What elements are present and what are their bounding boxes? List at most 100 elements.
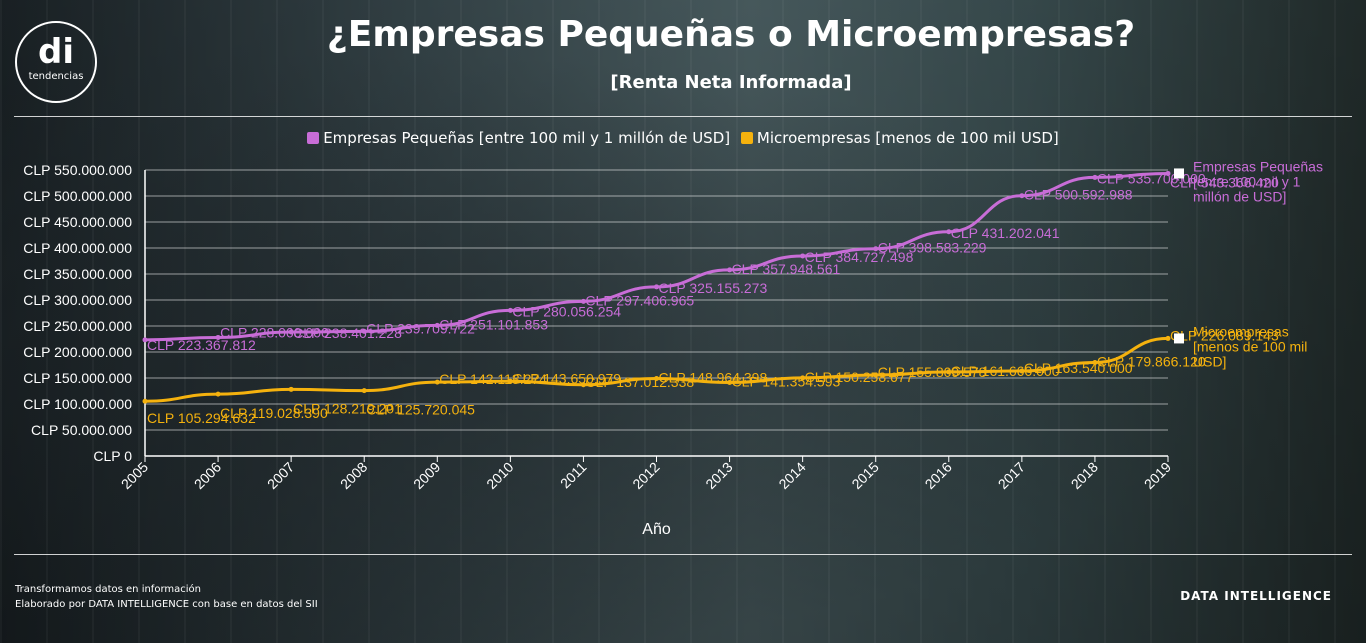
data-label: CLP 148.964.398 <box>659 370 768 386</box>
y-tick-label: CLP 200.000.000 <box>23 344 132 360</box>
footer-divider <box>14 554 1352 555</box>
series-end-label: Microempresas <box>1193 323 1289 339</box>
logo: di tendencias <box>15 21 97 103</box>
series-end-label: [menos de 100 mil <box>1193 338 1307 354</box>
chart-legend: Empresas Pequeñas [entre 100 mil y 1 mil… <box>0 129 1366 147</box>
data-point <box>1092 174 1098 180</box>
x-tick-label: 2015 <box>848 459 881 492</box>
data-point <box>215 334 221 340</box>
x-axis-title: Año <box>642 521 671 538</box>
data-label: CLP 500.592.988 <box>1024 187 1133 203</box>
legend-label-small: Empresas Pequeñas [entre 100 mil y 1 mil… <box>323 129 731 147</box>
data-point <box>1019 193 1025 199</box>
data-point <box>288 386 294 392</box>
data-label: CLP 142.113.274 <box>439 371 547 387</box>
y-tick-label: CLP 50.000.000 <box>31 422 132 438</box>
data-point <box>946 369 952 375</box>
data-point <box>507 378 513 384</box>
data-label: CLP 357.948.561 <box>732 261 841 277</box>
legend-swatch-small <box>307 132 320 144</box>
data-point <box>580 382 586 388</box>
x-tick-label: 2006 <box>191 459 224 492</box>
data-label: CLP 125.720.045 <box>366 402 475 418</box>
data-point <box>215 391 221 397</box>
legend-label-micro: Microempresas [menos de 100 mil USD] <box>756 129 1059 147</box>
data-point <box>507 307 513 313</box>
x-tick-label: 2010 <box>483 459 516 492</box>
y-tick-label: CLP 550.000.000 <box>23 162 132 178</box>
footer-tagline: Transformamos datos en información <box>15 584 201 595</box>
data-point <box>580 298 586 304</box>
y-tick-label: CLP 300.000.000 <box>23 292 132 308</box>
data-label: CLP 179.866.120 <box>1097 353 1206 369</box>
data-label: CLP 155.809.578 <box>878 364 987 380</box>
series-end-marker <box>1174 168 1184 179</box>
y-tick-label: CLP 100.000.000 <box>23 396 132 412</box>
y-tick-label: CLP 500.000.000 <box>23 188 132 204</box>
data-point <box>288 329 294 335</box>
data-label: CLP 280.056.254 <box>512 303 621 319</box>
legend-item-micro[interactable]: Microempresas [menos de 100 mil USD] <box>740 129 1059 147</box>
data-label: CLP 223.367.812 <box>147 337 256 353</box>
data-point <box>654 376 659 382</box>
header-divider <box>14 116 1352 117</box>
data-point <box>142 337 148 343</box>
x-tick-label: 2019 <box>1141 459 1174 492</box>
data-label: CLP 228.000.000 <box>220 324 329 340</box>
x-tick-label: 2013 <box>702 459 735 492</box>
data-point <box>1165 335 1171 341</box>
y-tick-label: CLP 250.000.000 <box>23 318 132 334</box>
y-tick-label: CLP 450.000.000 <box>23 214 132 230</box>
line-chart: CLP 0 CLP 50.000.000 CLP 100.000.000 CLP 15… <box>23 158 1323 538</box>
data-label: CLP 543.366.420 <box>1170 174 1279 190</box>
data-label: CLP 141.354.593 <box>732 373 841 389</box>
data-label: CLP 251.101.853 <box>439 316 548 332</box>
data-label: CLP 226.089.143 <box>1170 327 1279 343</box>
series-end-label: Empresas Pequeñas <box>1193 158 1323 174</box>
data-label: CLP 161.660.000 <box>951 363 1060 379</box>
data-label: CLP 150.258.677 <box>805 369 914 385</box>
series-end-marker <box>1174 333 1184 344</box>
data-label: CLP 384.727.498 <box>805 249 914 265</box>
series-end-label: USD] <box>1193 353 1226 369</box>
logo-mark: di <box>38 32 74 72</box>
data-point <box>946 229 952 235</box>
data-label: CLP 325.155.273 <box>659 280 768 296</box>
data-point <box>434 379 440 385</box>
data-label: CLP 105.294.632 <box>147 410 256 426</box>
series-end-label: [entre 100 mil y 1 <box>1193 173 1301 189</box>
data-point <box>727 379 733 385</box>
data-label: CLP 239.709.722 <box>366 320 475 336</box>
data-point <box>142 398 148 404</box>
data-label: CLP 137.012.338 <box>585 374 694 390</box>
x-tick-label: 2016 <box>922 459 955 492</box>
data-label: CLP 143.650.979 <box>512 370 621 386</box>
data-point <box>361 328 367 334</box>
y-tick-label: CLP 0 <box>93 448 132 464</box>
data-point <box>800 253 806 259</box>
x-tick-label: 2017 <box>995 459 1028 492</box>
data-point <box>873 372 879 378</box>
series-line <box>144 171 1169 342</box>
data-label: CLP 128.219.201 <box>293 400 402 416</box>
footer-credit: Elaborado por DATA INTELLIGENCE con base… <box>15 599 318 610</box>
logo-text: tendencias <box>28 71 84 82</box>
data-point <box>434 322 440 328</box>
data-point <box>1092 359 1098 365</box>
series-end-label: millón de USD] <box>1193 188 1286 204</box>
x-tick-label: 2012 <box>629 459 662 492</box>
legend-item-small[interactable]: Empresas Pequeñas [entre 100 mil y 1 mil… <box>307 129 730 147</box>
data-label: CLP 297.406.965 <box>585 292 694 308</box>
y-tick-label: CLP 150.000.000 <box>23 370 132 386</box>
brand-logo: DATA INTELLIGENCE <box>1180 589 1332 603</box>
data-label: CLP 119.028.390 <box>220 405 328 421</box>
data-point <box>654 284 659 290</box>
x-tick-label: 2009 <box>410 459 443 492</box>
data-point <box>873 246 879 252</box>
page-title: ¿Empresas Pequeñas o Microempresas? <box>326 14 1136 55</box>
page-subtitle: [Renta Neta Informada] <box>610 72 852 93</box>
data-point <box>800 375 806 381</box>
x-tick-label: 2014 <box>775 459 808 492</box>
y-tick-label: CLP 350.000.000 <box>23 266 132 282</box>
